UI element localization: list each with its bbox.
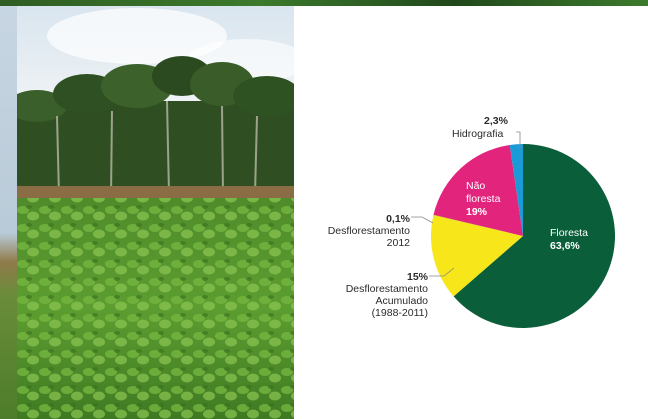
soy-field-illustration — [17, 6, 294, 419]
land-use-pie-chart: 2,3% Hidrografia Não floresta 19% Flores… — [328, 115, 615, 328]
nao-floresta-name-label-line2: floresta — [466, 193, 501, 205]
desflorestamento-acumulado-name-line3: (1988-2011) — [372, 307, 428, 319]
nao-floresta-name-label-line1: Não — [466, 180, 485, 192]
pie-slice-desflorestamento-acumulado-1988-2011 — [431, 215, 523, 297]
desflorestamento-2012-name-line2: 2012 — [387, 237, 411, 249]
pie-slice-hidrografia — [509, 144, 523, 236]
nao-floresta-value-label: 19% — [466, 206, 488, 218]
adjacent-photo-edge — [0, 6, 17, 419]
desflorestamento-acumulado-name-line2: Acumulado — [375, 295, 428, 307]
desflorestamento-acumulado-leader-line — [429, 267, 455, 277]
floresta-name-label: Floresta — [550, 227, 588, 239]
pie-slice-floresta — [453, 144, 615, 328]
desflorestamento-2012-value-label: 0,1% — [386, 213, 411, 225]
hidrografia-leader-line — [516, 131, 521, 149]
chart-panel: 2,3% Hidrografia Não floresta 19% Flores… — [294, 6, 648, 419]
desflorestamento-2012-leader-line — [411, 216, 434, 224]
desflorestamento-acumulado-value-label: 15% — [407, 271, 429, 283]
floresta-value-label: 63,6% — [550, 240, 580, 252]
pie-slice-desflorestamento-2012 — [433, 214, 523, 236]
soy-field-photo — [17, 6, 294, 419]
hidrografia-name-label: Hidrografia — [452, 128, 504, 140]
hidrografia-value-label: 2,3% — [484, 115, 509, 127]
pie-slice-nao-floresta — [433, 144, 523, 236]
top-foliage-strip — [0, 0, 648, 6]
desflorestamento-2012-name-line1: Desflorestamento — [328, 225, 410, 237]
desflorestamento-acumulado-name-line1: Desflorestamento — [346, 283, 428, 295]
